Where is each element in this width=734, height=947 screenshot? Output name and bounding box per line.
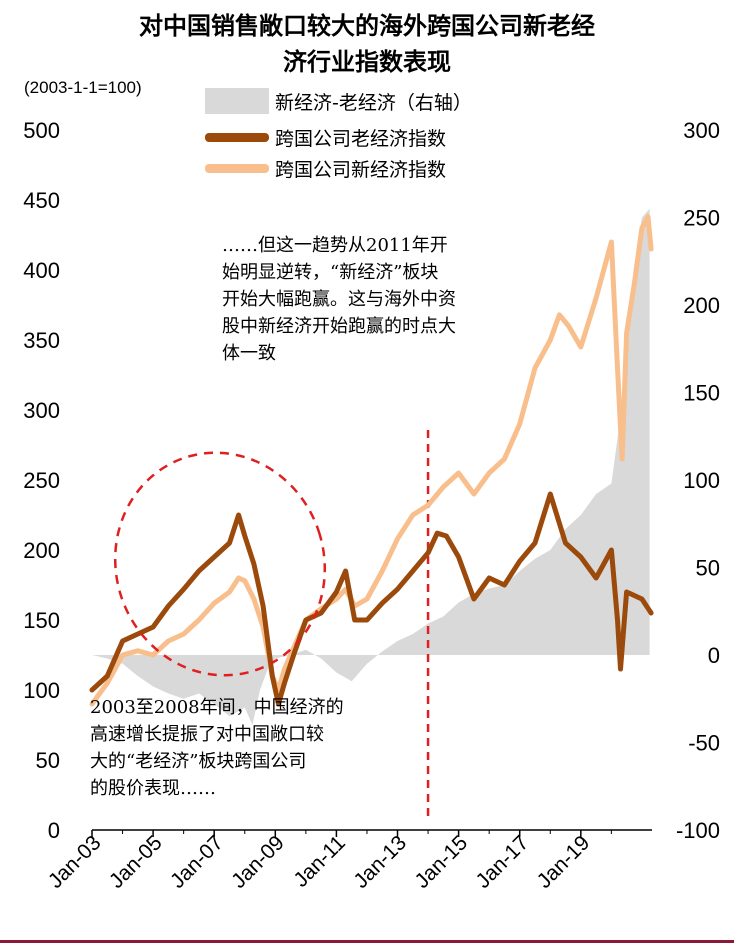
- annotation-bottom: 2003至2008年间，中国经济的 高速增长提振了对中国敞口较 大的“老经济”板…: [90, 697, 344, 799]
- x-tick-label: Jan-19: [533, 831, 595, 893]
- chart-title-line1: 对中国销售敞口较大的海外跨国公司新老经: [139, 11, 595, 40]
- x-tick-label: Jan-05: [105, 831, 167, 893]
- legend-item-spread: 新经济-老经济（右轴）: [205, 86, 472, 116]
- chart-title-line2: 济行业指数表现: [283, 47, 451, 76]
- legend-item-old: 跨国公司老经济指数: [205, 122, 446, 152]
- legend-item-new: 跨国公司新经济指数: [205, 153, 446, 183]
- legend-swatch-old: [205, 132, 269, 142]
- y-right-tick-label: 250: [683, 206, 720, 231]
- x-tick-label: Jan-17: [472, 831, 534, 893]
- legend-label-spread: 新经济-老经济（右轴）: [275, 91, 472, 114]
- y-left-tick-label: 300: [23, 398, 60, 423]
- y-left-tick-label: 0: [48, 818, 60, 843]
- y-right-tick-label: 300: [683, 118, 720, 143]
- y-left-tick-label: 250: [23, 468, 60, 493]
- legend-label-old: 跨国公司老经济指数: [275, 127, 447, 150]
- bottom-accent-bar: [0, 940, 734, 943]
- x-tick-label: Jan-09: [227, 831, 289, 893]
- y-left-tick-label: 350: [23, 328, 60, 353]
- y-right-tick-label: 150: [683, 381, 720, 406]
- y-left-tick-label: 150: [23, 608, 60, 633]
- x-tick-label: Jan-11: [289, 831, 350, 892]
- legend-label-new: 跨国公司新经济指数: [275, 158, 447, 181]
- series-spread-area: [92, 208, 650, 726]
- legend-swatch-new: [205, 163, 269, 173]
- x-tick-label: Jan-15: [410, 831, 472, 893]
- y-right-tick-label: -100: [676, 818, 720, 843]
- base-note: (2003-1-1=100): [24, 78, 142, 97]
- annotation-top: ……但这一趋势从2011年开 始明显逆转，“新经济”板块 开始大幅跑赢。这与海外…: [222, 235, 456, 364]
- series-new-economy-line: [89, 214, 654, 707]
- legend-swatch-spread: [205, 88, 269, 114]
- y-left-tick-label: 450: [23, 188, 60, 213]
- y-left-tick-label: 400: [23, 258, 60, 283]
- y-right-tick-label: -50: [688, 731, 720, 756]
- y-right-tick-label: 100: [683, 468, 720, 493]
- x-tick-label: Jan-13: [349, 831, 411, 893]
- y-right-tick-label: 0: [708, 643, 720, 668]
- y-left-tick-label: 500: [23, 118, 60, 143]
- highlight-ellipse: [113, 451, 327, 677]
- y-right-tick-label: 200: [683, 293, 720, 318]
- y-right-tick-label: 50: [696, 556, 720, 581]
- y-left-tick-label: 50: [36, 748, 60, 773]
- y-left-tick-label: 100: [23, 678, 60, 703]
- series-old-economy-line: [89, 491, 654, 707]
- y-left-tick-label: 200: [23, 538, 60, 563]
- x-tick-label: Jan-07: [166, 831, 228, 893]
